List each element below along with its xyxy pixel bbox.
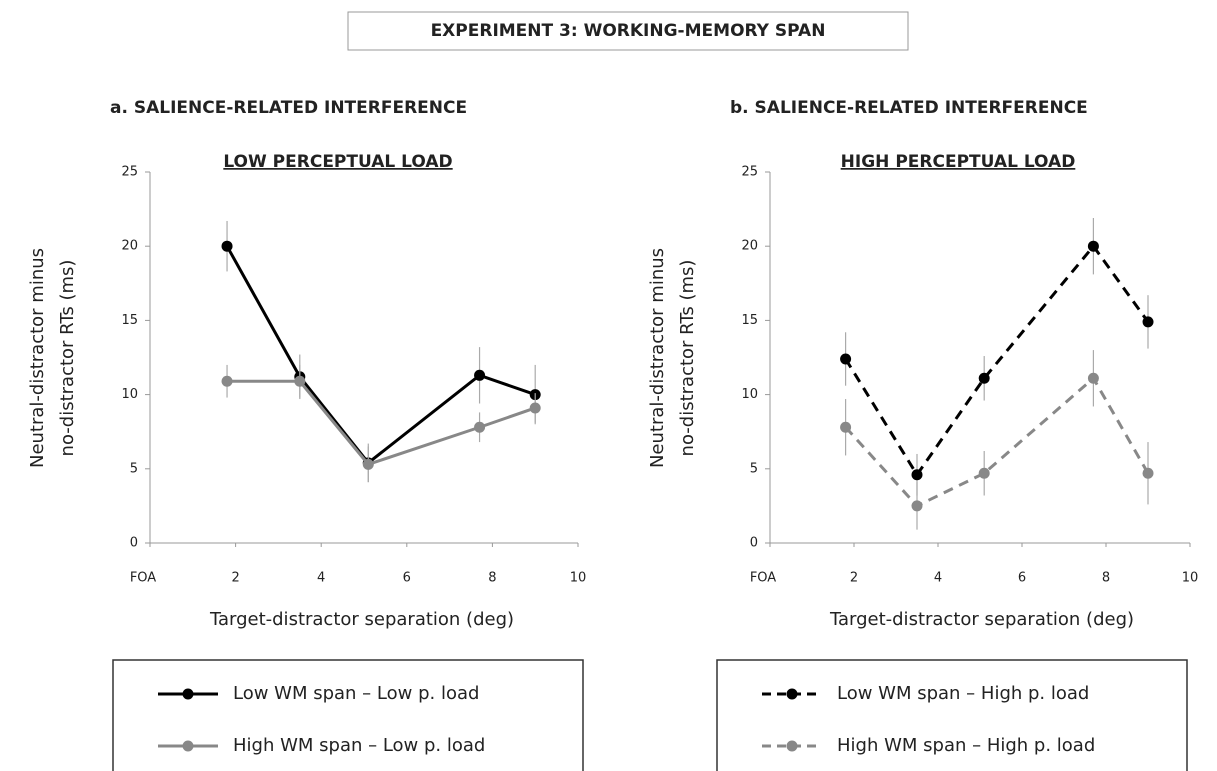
y-axis-label: Neutral-distractor minus	[27, 248, 48, 468]
legend-marker	[786, 688, 798, 700]
x-tick-label: 8	[488, 571, 496, 586]
y-tick-label: 15	[121, 313, 138, 328]
data-point	[362, 458, 374, 470]
y-tick-label: 10	[121, 387, 138, 402]
legend-label: High WM span – High p. load	[837, 735, 1095, 756]
y-tick-label: 20	[741, 239, 758, 254]
data-point	[221, 240, 233, 252]
y-tick-label: 5	[130, 461, 138, 476]
y-axis-label: no-distractor RTs (ms)	[57, 260, 78, 457]
x-tick-label: 8	[1102, 571, 1110, 586]
data-point	[840, 421, 852, 433]
y-tick-label: 0	[750, 536, 758, 551]
x-tick-label: 10	[570, 571, 587, 586]
data-point	[978, 372, 990, 384]
data-point	[474, 421, 486, 433]
y-axis-label: Neutral-distractor minus	[647, 248, 668, 468]
x-tick-label: FOA	[130, 571, 156, 586]
y-tick-label: 25	[741, 165, 758, 180]
x-tick-label: 10	[1182, 571, 1199, 586]
y-tick-label: 5	[750, 461, 758, 476]
data-point	[911, 469, 923, 481]
legend-box	[716, 659, 1188, 771]
series-line	[844, 375, 1150, 508]
data-point	[1142, 467, 1154, 479]
data-point	[840, 353, 852, 365]
data-point	[529, 402, 541, 414]
legend-marker	[786, 740, 798, 752]
data-point	[911, 500, 923, 512]
x-tick-label: 2	[231, 571, 239, 586]
x-axis-label: Target-distractor separation (deg)	[209, 609, 514, 630]
x-tick-label: 4	[317, 571, 325, 586]
y-tick-label: 15	[741, 313, 758, 328]
data-point	[221, 375, 233, 387]
panel-subtitle: LOW PERCEPTUAL LOAD	[223, 152, 452, 172]
series-line	[225, 245, 536, 465]
y-tick-label: 0	[130, 536, 138, 551]
x-tick-label: FOA	[750, 571, 776, 586]
data-point	[1087, 372, 1099, 384]
y-tick-label: 25	[121, 165, 138, 180]
data-point	[978, 467, 990, 479]
legend-label: Low WM span – High p. load	[837, 683, 1089, 704]
data-point	[1087, 240, 1099, 252]
x-axis-label: Target-distractor separation (deg)	[829, 609, 1134, 630]
x-tick-label: 6	[403, 571, 411, 586]
panel-title: a. SALIENCE-RELATED INTERFERENCE	[110, 98, 467, 118]
y-axis-label: no-distractor RTs (ms)	[677, 260, 698, 457]
data-point	[1142, 316, 1154, 328]
legend-box	[112, 659, 584, 771]
y-tick-label: 20	[121, 239, 138, 254]
series-line	[844, 243, 1150, 478]
y-tick-label: 10	[741, 387, 758, 402]
panel-subtitle: HIGH PERCEPTUAL LOAD	[841, 152, 1076, 172]
title-box	[347, 11, 909, 51]
x-tick-label: 4	[934, 571, 942, 586]
x-tick-label: 6	[1018, 571, 1026, 586]
legend-label: High WM span – Low p. load	[233, 735, 485, 756]
data-point	[294, 375, 306, 387]
panel-title: b. SALIENCE-RELATED INTERFERENCE	[730, 98, 1088, 118]
legend-marker	[182, 688, 194, 700]
x-tick-label: 2	[850, 571, 858, 586]
figure-title: EXPERIMENT 3: WORKING-MEMORY SPAN	[431, 21, 826, 41]
legend-label: Low WM span – Low p. load	[233, 683, 479, 704]
legend-marker	[182, 740, 194, 752]
data-point	[474, 369, 486, 381]
